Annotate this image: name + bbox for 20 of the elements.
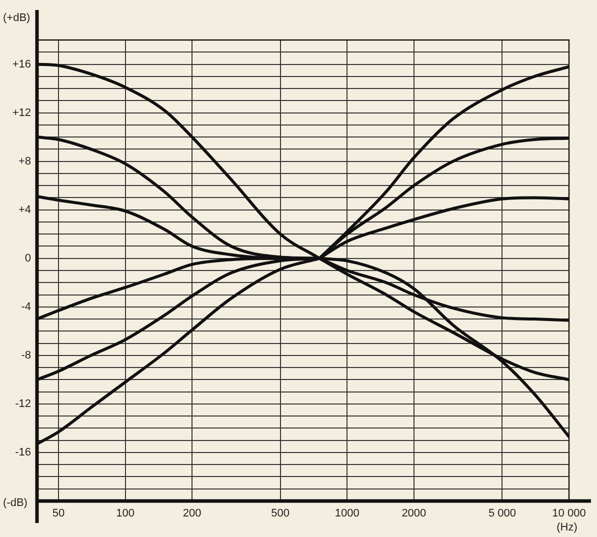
y-tick-label: -4 — [21, 300, 31, 313]
y-axis-title: (+dB) — [3, 12, 30, 24]
text: (-dB) — [3, 497, 28, 510]
x-tick-label: 10 000 — [552, 508, 586, 520]
y-tick-label: +16 — [12, 58, 31, 70]
y-tick-label: +12 — [12, 106, 31, 119]
x-tick-label: 200 — [182, 508, 202, 520]
x-tick-label: 2000 — [402, 508, 426, 520]
x-tick-label: 50 — [52, 508, 65, 520]
y-tick-label: 0 — [24, 252, 31, 264]
x-tick-label: 1000 — [334, 508, 360, 520]
x-tick-label: 5 000 — [488, 508, 516, 520]
y-tick-label: -12 — [15, 398, 31, 410]
y-tick-label: +8 — [18, 155, 31, 168]
x-tick-label: 100 — [116, 508, 134, 520]
y-tick-label: +4 — [18, 204, 31, 216]
x-axis-title: (Hz) — [556, 522, 578, 534]
x-tick-label: 500 — [271, 508, 290, 520]
y-tick-label: -16 — [15, 446, 31, 459]
y-tick-label: -8 — [21, 349, 31, 362]
